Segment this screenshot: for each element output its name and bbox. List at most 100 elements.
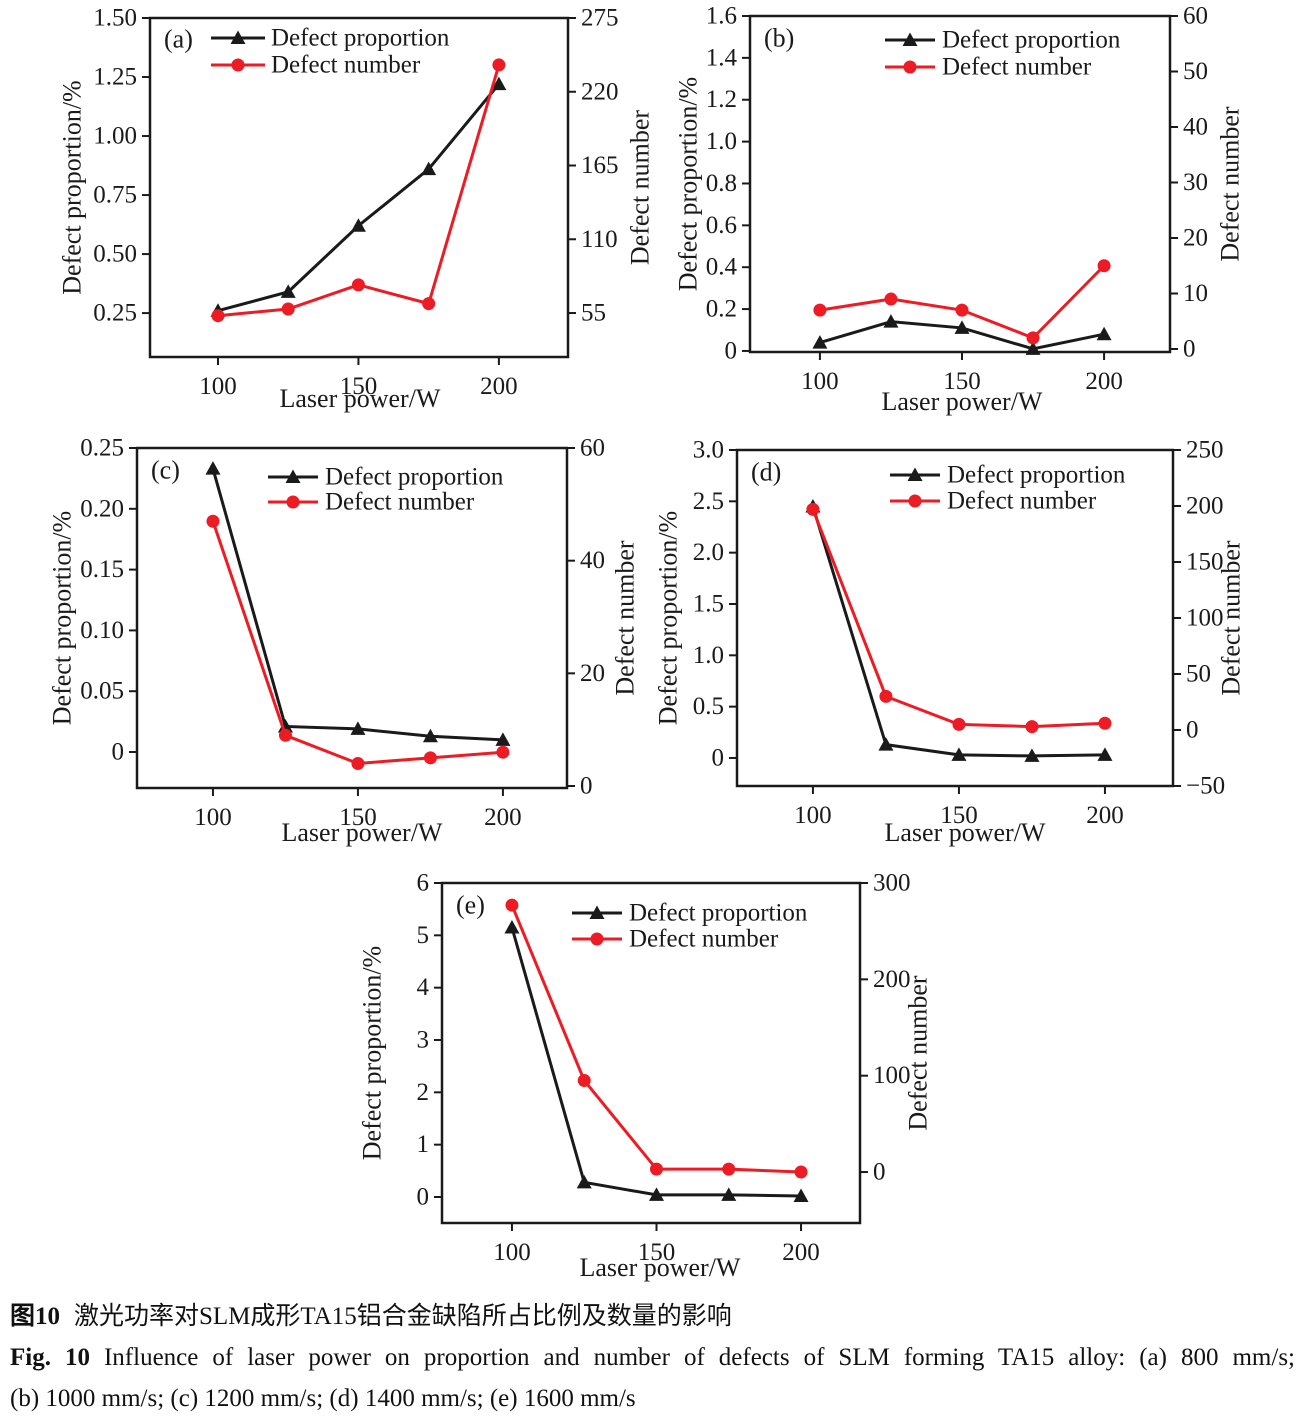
series-line-defect-proportion [510,927,802,1198]
y-tick-label-left: 0.20 [80,495,124,522]
panel-label: (b) [764,23,794,52]
y-tick-label-right: 100 [1186,605,1224,632]
y-tick-label-left: 0.4 [706,254,738,281]
y-tick-label-right: 200 [873,966,911,993]
y-tick-label-right: −50 [1186,773,1225,800]
x-axis-label: Laser power/W [882,387,1043,416]
y-tick-label-left: 1.5 [693,590,724,617]
legend-label: Defect number [629,926,779,953]
y-tick-label-left: 0.25 [93,300,137,327]
y-tick-label-right: 110 [581,226,618,253]
y-tick-label-left: 3.0 [693,437,724,464]
defect-number-marker-icon [577,1074,591,1088]
panel-label: (d) [751,457,781,486]
x-tick-label: 150 [638,1239,676,1266]
y-tick-label-left: 1.00 [93,123,137,150]
series-line-defect-number [217,64,501,318]
caption-chinese-text: 激光功率对SLM成形TA15铝合金缺陷所占比例及数量的影响 [74,1303,732,1330]
y-tick-label-left: 1.4 [706,44,738,71]
legend-circle-icon [903,60,917,74]
defect-number-marker-icon [955,303,969,317]
x-tick-label: 100 [794,802,832,829]
defect-proportion-marker-icon [350,721,366,735]
y-tick-label-left: 0.10 [80,617,124,644]
y-tick-label-right: 0 [873,1159,886,1186]
y-tick-label-left: 0.5 [693,693,724,720]
legend-triangle-icon [230,30,246,44]
panel-label: (c) [151,455,180,484]
series-line-defect-proportion [217,83,501,313]
defect-number-marker-icon [423,751,437,765]
x-tick-label: 200 [1086,802,1124,829]
x-tick-label: 150 [339,804,377,831]
defect-number-marker-icon [351,278,365,292]
y-tick-label-left: 2 [417,1079,430,1106]
x-tick-label: 100 [801,368,839,395]
defect-proportion-marker-icon [280,284,296,298]
legend-label: Defect proportion [325,464,504,491]
x-tick-label: 200 [1085,368,1123,395]
y-tick-label-left: 0 [417,1183,430,1210]
y-tick-label-left: 1 [417,1131,430,1158]
defect-number-marker-icon [1097,259,1111,273]
defect-number-marker-icon [351,756,365,770]
y-tick-label-right: 60 [580,435,605,462]
y-tick-label-right: 165 [581,152,619,179]
legend-label: Defect proportion [629,900,808,927]
defect-proportion-marker-icon [721,1187,737,1201]
y-tick-label-left: 1.6 [706,3,737,30]
legend-label: Defect number [325,489,475,516]
left-axis-label: Defect proportion/% [654,511,683,725]
y-tick-label-left: 2.5 [693,488,724,515]
chart-c: 100 150 200 0 0.05 0.10 0.15 0.20 0.25 0 20 40 60 Las… [48,435,640,848]
defect-proportion-marker-icon [648,1187,664,1201]
y-tick-label-left: 0.6 [706,212,737,239]
y-tick-label-right: 20 [1183,225,1208,252]
defect-proportion-marker-icon [1024,748,1040,762]
y-tick-label-right: 0 [1186,717,1199,744]
chart-e: 100 150 200 0 1 2 3 4 5 6 0 100 200 300 Laser power/W D… [358,870,933,1283]
x-axis-label: Laser power/W [885,818,1046,847]
legend-label: Defect number [947,488,1097,515]
y-tick-label-right: 0 [1183,336,1196,363]
defect-proportion-marker-icon [1096,326,1112,341]
figure-caption: 图10 激光功率对SLM成形TA15铝合金缺陷所占比例及数量的影响 Fig. 10… [10,1300,1295,1421]
legend-label: Defect number [271,52,421,79]
legend-label: Defect proportion [271,25,450,52]
y-tick-label-right: 50 [1186,661,1211,688]
x-axis-label: Laser power/W [282,818,443,847]
defect-number-marker-icon [211,309,225,323]
caption-chinese-label: 图10 [10,1303,61,1330]
y-tick-label-left: 0.2 [706,296,737,323]
legend-label: Defect proportion [947,462,1126,489]
defect-number-marker-icon [492,58,506,72]
defect-number-marker-icon [281,302,295,316]
legend-triangle-icon [285,469,301,483]
caption-english-text: Influence of laser power on proportion a… [103,1344,1295,1371]
x-tick-label: 200 [484,804,522,831]
legend-triangle-icon [902,32,918,46]
x-tick-label: 150 [940,802,978,829]
defect-number-marker-icon [422,297,436,311]
legend-circle-icon [286,495,300,509]
y-tick-label-left: 6 [417,870,430,897]
y-tick-label-right: 20 [580,660,605,687]
defect-proportion-marker-icon [495,732,511,746]
x-axis-label: Laser power/W [280,384,441,413]
y-tick-label-left: 1.25 [93,64,137,91]
defect-proportion-marker-icon [812,335,828,349]
defect-proportion-marker-icon [421,161,437,176]
y-tick-label-right: 300 [873,870,911,897]
y-tick-label-left: 4 [417,974,430,1001]
y-tick-label-right: 200 [1186,493,1224,520]
defect-proportion-marker-icon [951,747,967,761]
defect-number-marker-icon [813,303,827,317]
right-axis-label: Defect number [611,540,640,696]
defect-number-marker-icon [806,502,820,516]
defect-number-marker-icon [505,898,519,912]
y-tick-label-left: 0.05 [80,678,124,705]
